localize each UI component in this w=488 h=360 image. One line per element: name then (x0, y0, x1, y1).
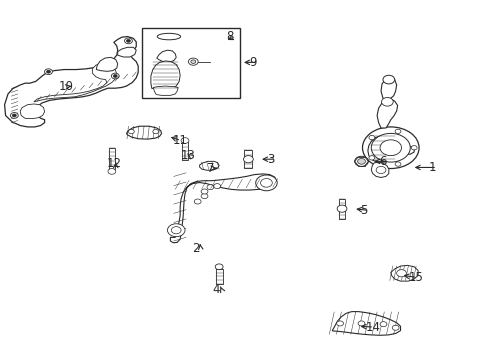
Polygon shape (4, 37, 138, 127)
Circle shape (12, 114, 16, 117)
Circle shape (206, 185, 213, 190)
Circle shape (379, 140, 401, 156)
Circle shape (362, 127, 418, 168)
Polygon shape (331, 312, 400, 335)
Text: 3: 3 (267, 153, 274, 166)
Circle shape (171, 226, 181, 234)
Ellipse shape (157, 33, 180, 40)
Circle shape (10, 113, 18, 118)
Text: 11: 11 (172, 134, 187, 147)
Circle shape (375, 166, 385, 174)
Circle shape (126, 40, 130, 42)
Polygon shape (390, 265, 417, 281)
Circle shape (394, 162, 400, 166)
Circle shape (188, 58, 198, 65)
Bar (142, 28, 239, 98)
Circle shape (394, 129, 400, 134)
Polygon shape (151, 61, 180, 90)
Polygon shape (118, 47, 136, 57)
Circle shape (368, 156, 374, 160)
Circle shape (379, 321, 386, 327)
Circle shape (336, 205, 346, 212)
Text: 14: 14 (365, 320, 380, 333)
Bar (182, 142, 187, 160)
Polygon shape (199, 161, 219, 170)
Circle shape (201, 194, 207, 199)
Text: 9: 9 (248, 56, 256, 69)
Circle shape (181, 138, 188, 143)
Circle shape (108, 168, 116, 174)
Polygon shape (170, 174, 276, 243)
Polygon shape (157, 50, 176, 62)
Polygon shape (126, 126, 161, 139)
Bar (244, 150, 252, 168)
Circle shape (190, 60, 195, 63)
Polygon shape (367, 136, 413, 162)
Text: 13: 13 (181, 149, 196, 162)
Polygon shape (153, 86, 178, 95)
Bar (338, 199, 345, 219)
Text: 6: 6 (378, 155, 386, 168)
Circle shape (153, 130, 158, 134)
Text: 4: 4 (212, 283, 220, 296)
Polygon shape (376, 99, 397, 128)
Polygon shape (34, 63, 117, 102)
Circle shape (44, 69, 52, 75)
Circle shape (215, 264, 223, 270)
Polygon shape (380, 77, 396, 99)
Circle shape (410, 145, 416, 150)
Polygon shape (96, 57, 118, 71)
Circle shape (124, 38, 132, 44)
Circle shape (336, 321, 343, 326)
Circle shape (357, 321, 364, 326)
Circle shape (391, 325, 398, 330)
Text: 2: 2 (191, 242, 199, 255)
Circle shape (260, 179, 272, 187)
Circle shape (113, 75, 117, 77)
Text: 7: 7 (207, 162, 215, 175)
Circle shape (167, 224, 184, 237)
Circle shape (357, 158, 365, 164)
Circle shape (381, 98, 392, 106)
Polygon shape (20, 104, 44, 119)
Circle shape (370, 134, 409, 162)
Circle shape (194, 199, 201, 204)
Text: 1: 1 (427, 161, 435, 174)
Circle shape (201, 189, 207, 194)
Text: 8: 8 (225, 30, 233, 43)
Circle shape (46, 70, 50, 73)
Bar (109, 148, 115, 169)
Polygon shape (370, 162, 388, 177)
Circle shape (382, 75, 394, 84)
Circle shape (354, 156, 367, 166)
Circle shape (255, 175, 277, 191)
Bar (215, 269, 222, 284)
Circle shape (213, 184, 220, 189)
Circle shape (128, 130, 134, 134)
Text: 12: 12 (107, 157, 122, 170)
Circle shape (111, 73, 119, 79)
Circle shape (368, 135, 374, 140)
Text: 15: 15 (408, 271, 423, 284)
Circle shape (396, 270, 406, 277)
Text: 10: 10 (58, 80, 73, 93)
Text: 5: 5 (360, 204, 367, 217)
Circle shape (243, 156, 253, 163)
